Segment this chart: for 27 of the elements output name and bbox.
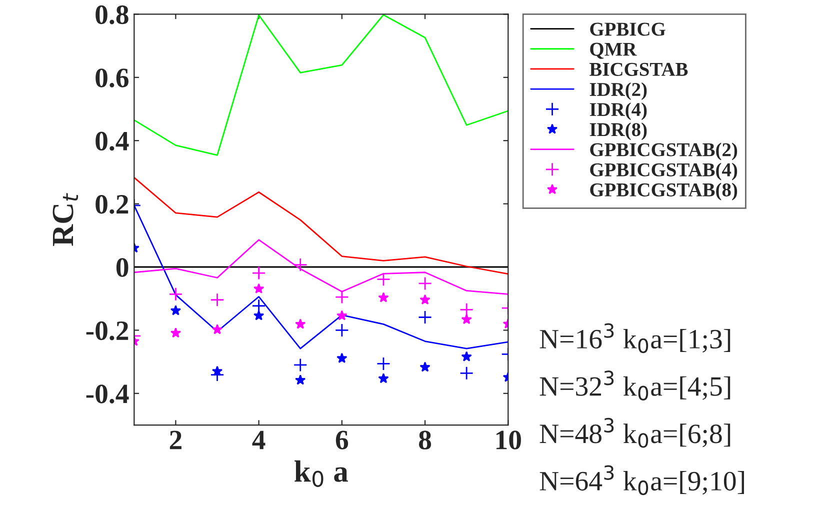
x-tick-label: 10 — [496, 430, 521, 450]
legend-label: IDR(2) — [590, 82, 647, 100]
y-tick-label: -0.4 — [86, 384, 129, 404]
legend-label: BICGSTAB — [590, 62, 688, 76]
text: N=16$^{3}$ k$_{0}$a=[1;3] — [540, 323, 730, 354]
legend-label: GPBICGSTAB(8) — [590, 182, 738, 200]
y-tick-label: 0.4 — [96, 132, 129, 151]
y-tick-label: 0 — [116, 258, 128, 277]
x-tick-label: 8 — [419, 430, 432, 450]
legend-label: QMR — [590, 42, 637, 59]
x-tick-label: 4 — [252, 430, 266, 450]
y-tick-label: 0.8 — [96, 5, 128, 24]
y-tick-label: 0.2 — [96, 194, 128, 214]
y-tick-label: 0.6 — [96, 68, 128, 88]
legend-label: GPBICGSTAB(2) — [590, 142, 738, 160]
y-tick-label: -0.2 — [86, 321, 128, 340]
x-tick-label: 2 — [170, 430, 182, 450]
x-axis-title: k$_{0}$ a — [294, 460, 348, 487]
legend-label: IDR(8) — [590, 122, 647, 140]
legend-label: IDR(4) — [590, 102, 647, 120]
y-axis-title: RC$_{t}$ — [52, 193, 78, 246]
legend-label: GPBICG — [590, 22, 666, 36]
text: N=48$^{3}$ k$_{0}$a=[6;8] — [540, 418, 730, 448]
text: N=32$^{3}$ k$_{0}$a=[4;5] — [540, 370, 730, 400]
x-tick-label: 6 — [336, 430, 348, 450]
legend-label: GPBICGSTAB(4) — [590, 162, 738, 180]
text: N=64$^{3}$ k$_{0}$a=[9;10] — [540, 465, 744, 496]
